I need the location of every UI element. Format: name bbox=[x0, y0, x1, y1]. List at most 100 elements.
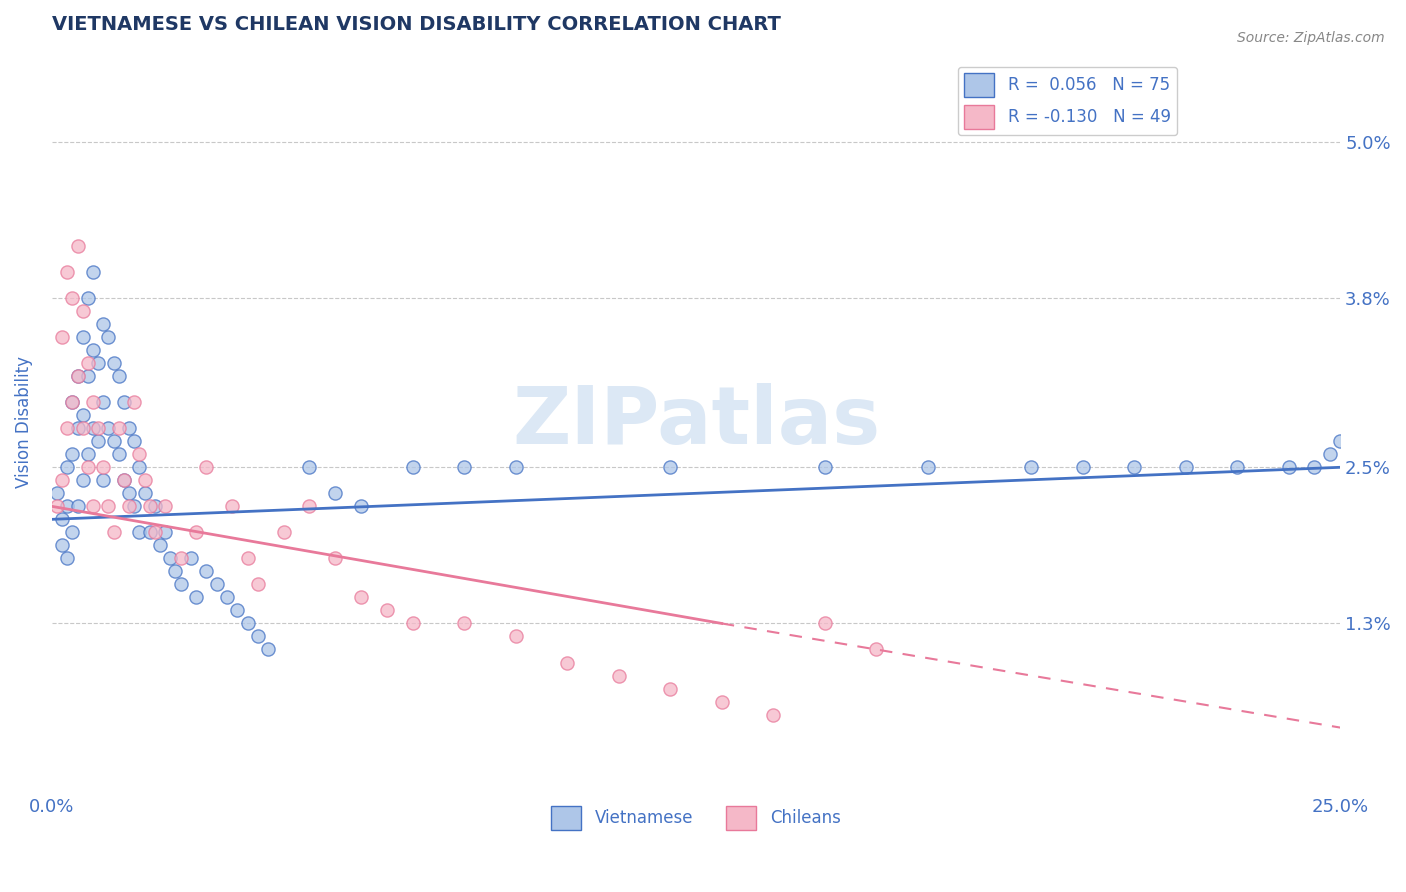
Point bbox=[60, 447, 83, 461]
Point bbox=[76, 356, 98, 370]
Point bbox=[323, 486, 346, 500]
Point bbox=[112, 395, 135, 409]
Point bbox=[134, 486, 156, 500]
Point bbox=[97, 500, 120, 514]
Point bbox=[401, 460, 423, 475]
Point bbox=[257, 642, 280, 657]
Point bbox=[60, 395, 83, 409]
Point bbox=[195, 565, 218, 579]
Point bbox=[814, 616, 837, 631]
Point bbox=[87, 356, 110, 370]
Point bbox=[112, 473, 135, 487]
Text: ZIPatlas: ZIPatlas bbox=[512, 383, 880, 461]
Point bbox=[72, 330, 94, 344]
Y-axis label: Vision Disability: Vision Disability bbox=[15, 356, 32, 488]
Point bbox=[236, 551, 259, 566]
Point bbox=[51, 538, 73, 552]
Point bbox=[118, 500, 141, 514]
Point bbox=[350, 500, 373, 514]
Point bbox=[159, 551, 181, 566]
Point bbox=[138, 500, 160, 514]
Point bbox=[87, 434, 110, 449]
Point bbox=[453, 460, 475, 475]
Point bbox=[273, 525, 295, 540]
Point bbox=[76, 447, 98, 461]
Point bbox=[659, 460, 682, 475]
Point bbox=[45, 500, 67, 514]
Point bbox=[91, 317, 114, 331]
Point bbox=[66, 369, 89, 384]
Point bbox=[76, 460, 98, 475]
Point bbox=[122, 434, 145, 449]
Point bbox=[184, 525, 207, 540]
Point bbox=[66, 421, 89, 435]
Point bbox=[128, 460, 150, 475]
Point bbox=[118, 421, 141, 435]
Point bbox=[97, 330, 120, 344]
Point bbox=[169, 577, 191, 591]
Point bbox=[453, 616, 475, 631]
Point bbox=[323, 551, 346, 566]
Point bbox=[91, 460, 114, 475]
Point bbox=[122, 395, 145, 409]
Point bbox=[236, 616, 259, 631]
Point bbox=[72, 421, 94, 435]
Point bbox=[56, 551, 79, 566]
Point bbox=[112, 473, 135, 487]
Point bbox=[659, 681, 682, 696]
Point bbox=[1071, 460, 1094, 475]
Point bbox=[555, 656, 578, 670]
Point bbox=[134, 473, 156, 487]
Point bbox=[184, 591, 207, 605]
Point bbox=[375, 603, 398, 617]
Point bbox=[1329, 434, 1351, 449]
Point bbox=[82, 421, 104, 435]
Point bbox=[1303, 460, 1326, 475]
Point bbox=[56, 265, 79, 279]
Point bbox=[82, 265, 104, 279]
Point bbox=[82, 500, 104, 514]
Point bbox=[401, 616, 423, 631]
Point bbox=[298, 500, 321, 514]
Text: VIETNAMESE VS CHILEAN VISION DISABILITY CORRELATION CHART: VIETNAMESE VS CHILEAN VISION DISABILITY … bbox=[52, 15, 780, 34]
Point bbox=[91, 473, 114, 487]
Point bbox=[87, 421, 110, 435]
Point bbox=[103, 525, 125, 540]
Point bbox=[917, 460, 939, 475]
Point bbox=[91, 395, 114, 409]
Point bbox=[66, 369, 89, 384]
Point bbox=[180, 551, 202, 566]
Point bbox=[118, 486, 141, 500]
Point bbox=[298, 460, 321, 475]
Point bbox=[56, 421, 79, 435]
Point bbox=[762, 707, 785, 722]
Point bbox=[107, 421, 129, 435]
Point bbox=[505, 460, 527, 475]
Point bbox=[226, 603, 249, 617]
Point bbox=[607, 668, 630, 682]
Point bbox=[82, 395, 104, 409]
Point bbox=[153, 525, 176, 540]
Point bbox=[215, 591, 238, 605]
Point bbox=[143, 500, 166, 514]
Point bbox=[56, 460, 79, 475]
Point bbox=[82, 343, 104, 358]
Point bbox=[1319, 447, 1341, 461]
Point bbox=[122, 500, 145, 514]
Point bbox=[1123, 460, 1146, 475]
Point bbox=[66, 239, 89, 253]
Point bbox=[72, 473, 94, 487]
Point bbox=[128, 525, 150, 540]
Point bbox=[195, 460, 218, 475]
Text: Source: ZipAtlas.com: Source: ZipAtlas.com bbox=[1237, 31, 1385, 45]
Point bbox=[103, 434, 125, 449]
Point bbox=[505, 630, 527, 644]
Point bbox=[60, 525, 83, 540]
Point bbox=[246, 630, 269, 644]
Point bbox=[710, 694, 733, 708]
Point bbox=[51, 330, 73, 344]
Point bbox=[165, 565, 187, 579]
Point bbox=[205, 577, 228, 591]
Point bbox=[107, 447, 129, 461]
Point bbox=[169, 551, 191, 566]
